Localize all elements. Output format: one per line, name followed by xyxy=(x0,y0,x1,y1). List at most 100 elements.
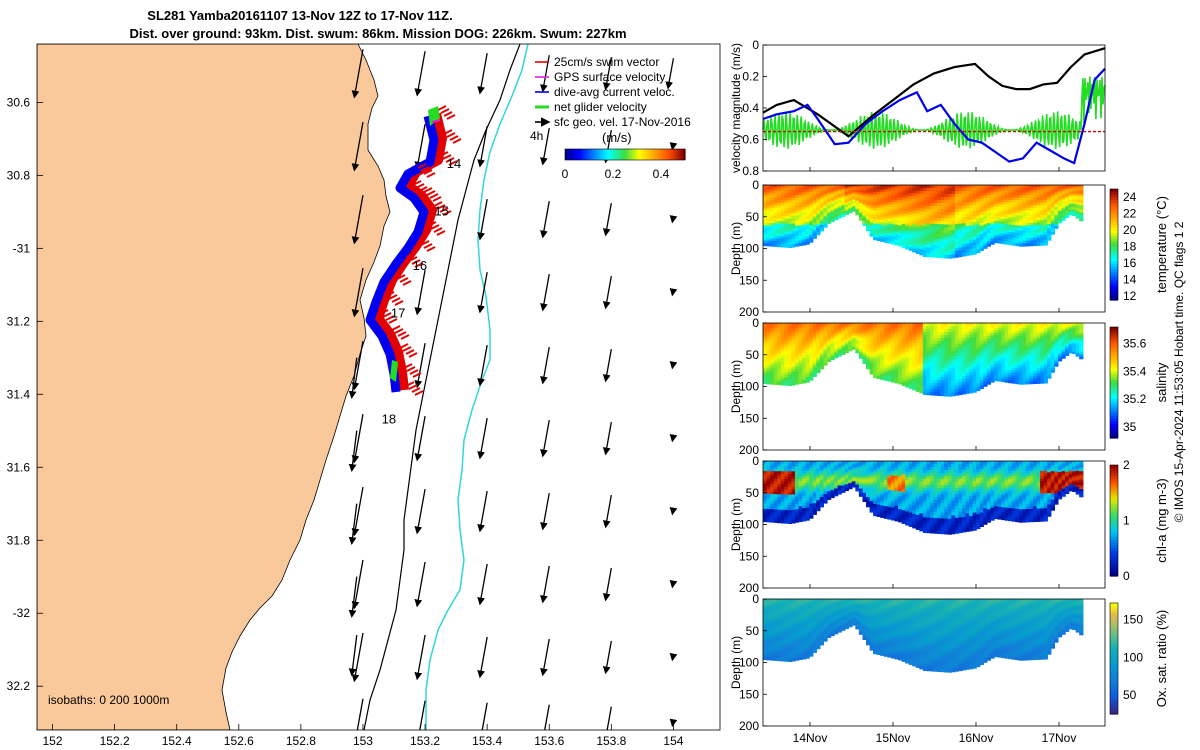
heatmap-cell xyxy=(841,200,846,203)
heatmap-cell xyxy=(933,382,938,387)
heatmap-cell xyxy=(1079,339,1084,342)
heatmap-cell xyxy=(1054,226,1059,229)
heatmap-cell xyxy=(1001,378,1006,383)
heatmap-cell xyxy=(1050,345,1055,349)
heatmap-cell xyxy=(780,341,785,345)
heatmap-cell xyxy=(915,247,920,251)
heatmap-cell xyxy=(1004,199,1009,203)
surface-velocity-arrow xyxy=(602,203,612,237)
heatmap-cell xyxy=(1068,336,1073,339)
heatmap-cell xyxy=(1022,240,1027,244)
heatmap-cell xyxy=(901,364,906,368)
heatmap-cell xyxy=(827,335,832,339)
heatmap-cell xyxy=(951,338,956,342)
colorbar-swatch xyxy=(1110,233,1118,237)
map-colorbar-swatch xyxy=(653,149,656,160)
heatmap-cell xyxy=(1050,211,1055,215)
heatmap-cell xyxy=(880,325,885,329)
heatmap-cell xyxy=(1022,202,1027,206)
heatmap-cell xyxy=(1050,327,1055,330)
heatmap-cell xyxy=(873,327,878,331)
heatmap-cell xyxy=(858,208,864,211)
heatmap-cell xyxy=(880,372,885,376)
heatmap-cell xyxy=(873,234,878,238)
heatmap-cell xyxy=(866,364,871,368)
heatmap-cell xyxy=(954,329,960,333)
heatmap-cell xyxy=(905,206,910,210)
heatmap-cell xyxy=(823,331,828,335)
heatmap-cell xyxy=(1075,212,1080,215)
heatmap-cell xyxy=(791,223,796,227)
colorbar-swatch xyxy=(1110,197,1118,201)
heatmap-cell xyxy=(787,328,793,332)
heatmap-cell xyxy=(1008,227,1013,231)
heatmap-cell xyxy=(997,371,1002,375)
heatmap-cell xyxy=(780,338,785,342)
heatmap-cell xyxy=(1050,219,1055,223)
heatmap-cell xyxy=(1072,211,1077,214)
heatmap-cell xyxy=(1033,338,1038,342)
heatmap-cell xyxy=(858,336,864,339)
heatmap-cell xyxy=(1015,343,1020,347)
map-colorbar-swatch xyxy=(633,149,636,160)
heatmap-cell xyxy=(894,370,899,374)
heatmap-cell xyxy=(819,323,824,326)
heatmap-cell xyxy=(1018,205,1023,209)
heatmap-cell xyxy=(1008,199,1013,204)
heatmap-cell xyxy=(766,496,771,500)
heatmap-cell xyxy=(990,372,995,376)
heatmap-cell xyxy=(777,478,782,483)
heatmap-cell xyxy=(930,223,935,228)
heatmap-cell xyxy=(851,346,856,349)
surface-velocity-arrow xyxy=(544,704,550,730)
heatmap-cell xyxy=(937,203,942,207)
heatmap-cell xyxy=(777,195,782,199)
heatmap-cell xyxy=(812,218,817,222)
heatmap-cell xyxy=(890,236,896,240)
heatmap-cell xyxy=(773,376,778,380)
heatmap-cell xyxy=(912,243,917,247)
heatmap-cell xyxy=(866,328,871,332)
heatmap-cell xyxy=(773,506,778,511)
heatmap-cell xyxy=(1022,333,1027,337)
heatmap-cell xyxy=(773,501,778,505)
heatmap-cell xyxy=(898,371,903,375)
heatmap-cell xyxy=(763,240,768,244)
heatmap-cell xyxy=(830,198,835,201)
heatmap-cell xyxy=(770,366,775,370)
heatmap-cell xyxy=(1018,328,1023,332)
heatmap-cell xyxy=(1001,209,1006,213)
heatmap-cell xyxy=(944,206,949,210)
heatmap-cell xyxy=(834,203,839,206)
heatmap-cell xyxy=(773,476,778,480)
heatmap-cell xyxy=(791,479,796,483)
heatmap-cell xyxy=(958,379,963,384)
heatmap-cell xyxy=(795,200,800,204)
heatmap-cell xyxy=(819,219,824,222)
heatmap-cell xyxy=(944,326,949,330)
heatmap-cell xyxy=(766,511,771,515)
heatmap-cell xyxy=(983,380,988,385)
heatmap-cell xyxy=(983,213,988,218)
surface-velocity-arrow xyxy=(540,274,550,312)
heatmap-cell xyxy=(883,239,888,243)
heatmap-cell xyxy=(979,198,984,203)
colorbar-swatch xyxy=(1110,261,1118,265)
heatmap-cell xyxy=(890,337,896,341)
heatmap-cell xyxy=(1040,338,1045,342)
heatmap-cell xyxy=(844,336,849,339)
colorbar-tick-label: 24 xyxy=(1123,190,1137,204)
heatmap-cell xyxy=(1029,232,1034,237)
heatmap-cell xyxy=(851,190,856,193)
heatmap-cell xyxy=(983,338,988,343)
heatmap-cell xyxy=(990,219,995,223)
heatmap-cell xyxy=(898,340,903,344)
heatmap-cell xyxy=(816,358,821,361)
heatmap-cell xyxy=(912,323,917,327)
swim-vector xyxy=(427,221,437,227)
heatmap-cell xyxy=(1011,328,1016,332)
heatmap-cell xyxy=(887,185,892,189)
heatmap-cell xyxy=(1036,220,1041,224)
heatmap-cell xyxy=(869,323,874,326)
heatmap-cell xyxy=(780,210,785,215)
